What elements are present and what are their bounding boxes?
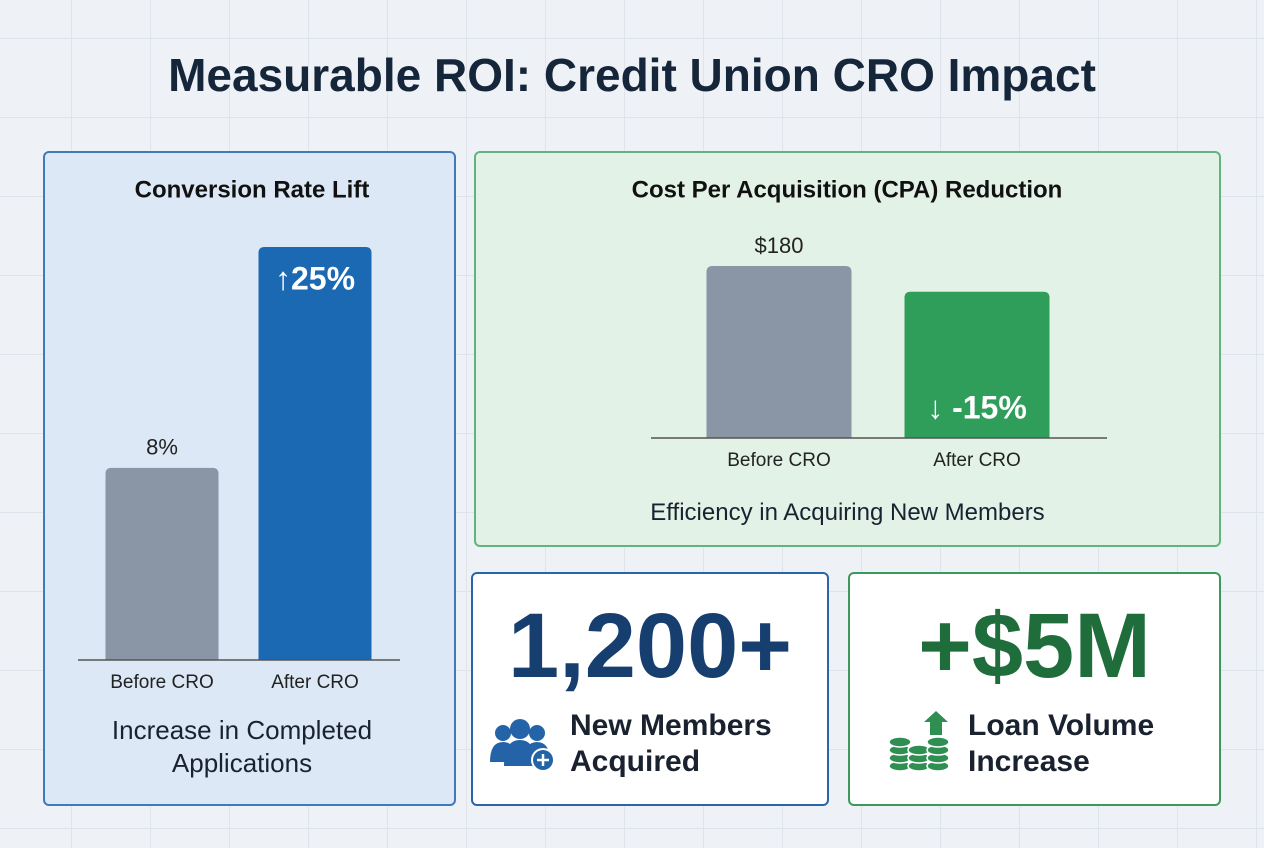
bar bbox=[904, 291, 1050, 438]
annotation: ↑25% bbox=[275, 260, 355, 296]
bar bbox=[258, 247, 372, 660]
bar bbox=[706, 266, 852, 438]
value-label: $180 bbox=[755, 233, 804, 258]
kpi-value: 1,200+ bbox=[508, 595, 792, 697]
kpi-value: +$5M bbox=[918, 595, 1151, 697]
members-icon bbox=[490, 719, 555, 772]
kpi-label: New Members Acquired bbox=[570, 709, 772, 778]
value-label: 8% bbox=[146, 435, 178, 460]
chart-title: Conversion Rate Lift bbox=[135, 176, 370, 203]
coins-icon bbox=[888, 711, 950, 772]
chart-caption: Efficiency in Acquiring New Members bbox=[650, 499, 1045, 526]
x-tick-label: After CRO bbox=[271, 672, 359, 693]
bar bbox=[105, 467, 219, 660]
kpi-label: Loan Volume Increase bbox=[968, 709, 1155, 778]
page-title: Measurable ROI: Credit Union CRO Impact bbox=[168, 49, 1096, 101]
x-tick-label: After CRO bbox=[933, 450, 1021, 471]
x-tick-label: Before CRO bbox=[110, 672, 213, 693]
x-tick-label: Before CRO bbox=[727, 450, 830, 471]
chart-title: Cost Per Acquisition (CPA) Reduction bbox=[632, 176, 1063, 203]
annotation: ↓ -15% bbox=[927, 389, 1027, 425]
kpi-card bbox=[471, 572, 829, 806]
chart-caption: Increase in Completed Applications bbox=[111, 715, 373, 778]
